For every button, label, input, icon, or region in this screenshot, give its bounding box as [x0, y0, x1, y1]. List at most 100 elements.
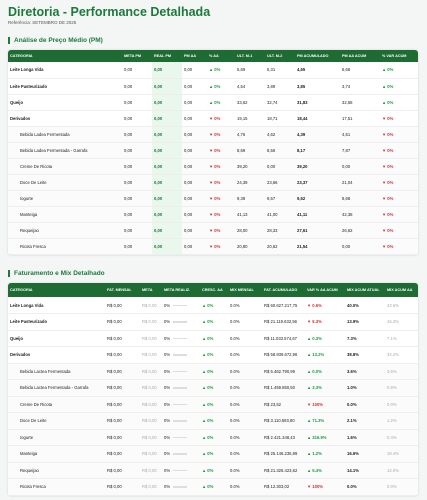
cell-text: 0% [164, 319, 171, 325]
cell: 0,00 [122, 238, 152, 255]
data-table: CATEGORIA META PM REAL PM PM AA% AA ULT. M-1… [8, 50, 418, 255]
data-table: CATEGORIA FAT. MENSAL META META REALIZ. CRES… [8, 283, 418, 496]
header-row: CATEGORIA FAT. MENSAL META META REALIZ. CRES… [8, 283, 418, 297]
cell-text: Requeijao [20, 227, 39, 233]
cell-text: 0.4% [387, 434, 397, 440]
cell: 0,00 [152, 190, 182, 207]
column-header: MIX ACUM AA [385, 283, 418, 297]
cell: ▲ 3.3% [305, 379, 345, 397]
cell: 41,13 [235, 206, 265, 223]
cell: 39,20 [295, 158, 340, 175]
cell: ▲ 0% [200, 313, 228, 331]
cell-text: R$ 58.939.672,96 [264, 352, 298, 358]
cell: 18,71 [265, 110, 295, 127]
cell: 0,00 [182, 222, 207, 239]
cell-text: R$ 0,00 [107, 385, 122, 391]
cell: 15.3% [385, 313, 418, 331]
cell: 0.0% [228, 363, 262, 380]
cell: 26,62 [340, 222, 380, 239]
cell-text: 3.6% [347, 368, 357, 374]
cell: Iogurte [8, 429, 105, 446]
cell: ▲ 0% [200, 445, 228, 463]
cell: 0% [162, 445, 200, 463]
cell: 8,17 [295, 142, 340, 159]
cell-text: 23,37 [297, 179, 308, 185]
cell-text: ▼ 100% [307, 401, 324, 407]
cell: R$ 0,00 [105, 379, 140, 397]
cell-text: 0,00 [124, 195, 133, 201]
cell-text: 0,00 [124, 115, 133, 121]
progress-bar [173, 469, 188, 472]
cell-text: ▲ 0% [202, 302, 214, 308]
cell-text: 0,00 [184, 131, 193, 137]
cell-text: ▲ 0% [382, 83, 394, 89]
cell: 4,62 [265, 126, 295, 143]
cell: Iogurte [8, 190, 122, 207]
cell-text: R$ 0,00 [142, 467, 157, 473]
cell-text: 0,00 [154, 163, 163, 169]
cell-text: 0% [164, 385, 171, 391]
cell-text: R$ 0,00 [142, 434, 157, 440]
cell-text: 17,51 [342, 115, 353, 121]
cell-text: ▲ 0% [202, 418, 214, 424]
cell: 0,00 [152, 78, 182, 95]
child-row: Ricota Fresca 0,00 0,00 0,00 ▼ 0% 20,80 20,62 2… [8, 238, 418, 255]
cell-text: ▼ 100% [307, 484, 324, 490]
cell: R$ 0,00 [140, 412, 162, 430]
cell: 0.0% [228, 396, 262, 413]
cell-text: 24,39 [237, 179, 248, 185]
cell-text: 28,00 [237, 227, 248, 233]
column-header: META PM [122, 50, 152, 62]
child-row: Manteiga 0,00 0,00 0,00 ▼ 0% 41,13 41,00 41,11 4… [8, 206, 418, 223]
cell: 32,74 [265, 94, 295, 111]
cell: ▲ 0% [200, 379, 228, 397]
cell-text: 0,00 [184, 243, 193, 249]
cell-text: 21,54 [297, 243, 308, 249]
column-header: CATEGORIA [8, 283, 105, 297]
cell: Bebida Ladea Fermentada [8, 126, 122, 143]
cell-text: 0,00 [184, 179, 193, 185]
cell: 3.6% [385, 363, 418, 380]
cell-text: R$ 60.627.217,75 [264, 302, 298, 308]
cell-text: 0,00 [184, 211, 193, 217]
cell: 0,00 [182, 94, 207, 111]
cell: 0,00 [152, 62, 182, 79]
cell-text: 20,80 [237, 243, 248, 249]
cell: 7,87 [340, 142, 380, 159]
cell: ▼ 0% [380, 222, 418, 239]
cell-text: 1.6% [347, 434, 357, 440]
cell-text: 0,00 [124, 147, 133, 153]
cell-text: 0.0% [387, 484, 397, 490]
cell-text: 0,00 [124, 99, 133, 105]
cell: ▼ 0% [207, 238, 235, 255]
cell: 7.1% [385, 330, 418, 347]
cell-text: 40.0% [347, 302, 359, 308]
cell: ▼ 0% [380, 142, 418, 159]
cell: 16.6% [345, 445, 385, 463]
cell-text: ▲ 0% [202, 484, 214, 490]
cell-text: ▲ 1.2% [307, 451, 322, 457]
subtitle: Referência: SETEMBRO DE 2025 [8, 20, 77, 25]
cell: 0,00 [182, 238, 207, 255]
cell-text: 0,00 [124, 67, 133, 73]
cell: 41,11 [295, 206, 340, 223]
cell-text: 0.0% [230, 467, 240, 473]
cell-text: ▲ 13.2% [307, 352, 325, 358]
cell-text: R$ 25.146.235,99 [264, 451, 298, 457]
child-row: Creme De Ricota 0,00 0,00 0,00 ▼ 0% 39,20 0,00… [8, 158, 418, 175]
cell: 42,38 [340, 206, 380, 223]
cell: 3,89 [265, 78, 295, 95]
cell: Bebida Lactea Fermentada [8, 363, 105, 380]
cell: 0,00 [152, 238, 182, 255]
cell-text: 0% [164, 335, 171, 341]
cell-text: 38.8% [347, 352, 359, 358]
cell: ▼ 0.6% [305, 297, 345, 314]
cell-text: ▼ 0% [382, 179, 394, 185]
cell-text: Derivados [10, 352, 31, 358]
cell: ▼ 0% [380, 174, 418, 191]
child-row: Manteiga R$ 0,00 R$ 0,00 0% ▲ 0% 0.0% R$ 25.14… [8, 445, 418, 463]
cell: 2.1% [345, 412, 385, 430]
cell: 0.0% [228, 379, 262, 397]
cell-text: 39,20 [297, 163, 308, 169]
cell: R$ 0,00 [140, 478, 162, 496]
